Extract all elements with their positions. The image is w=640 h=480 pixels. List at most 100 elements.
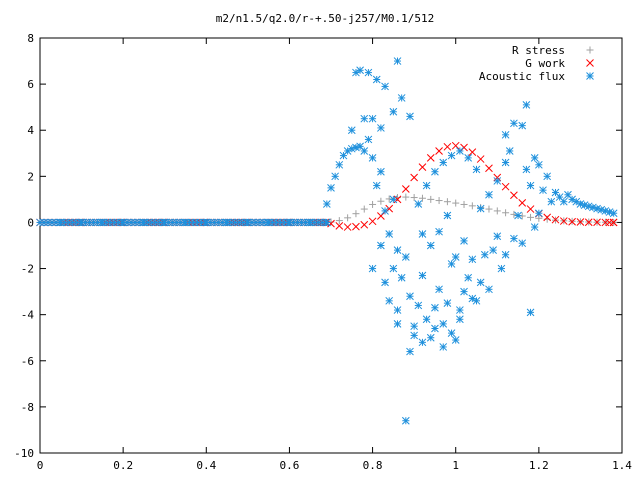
- data-point: [368, 217, 377, 226]
- data-point: [389, 195, 398, 204]
- y-tick-label: 0: [27, 216, 34, 229]
- data-point: [410, 194, 418, 202]
- data-point: [414, 301, 423, 310]
- data-point: [584, 218, 593, 227]
- data-point: [530, 223, 539, 231]
- data-point: [343, 223, 352, 231]
- data-point: [377, 167, 385, 176]
- data-point: [451, 253, 460, 261]
- data-point: [489, 246, 497, 254]
- data-point: [401, 253, 410, 261]
- data-marks: [36, 57, 618, 425]
- legend-marker: [586, 59, 594, 67]
- data-point: [468, 148, 477, 156]
- y-tick-label: -4: [21, 309, 35, 322]
- data-point: [443, 211, 452, 220]
- data-point: [530, 154, 539, 162]
- data-point: [456, 315, 464, 324]
- y-tick-label: 2: [27, 170, 34, 183]
- data-point: [426, 241, 435, 250]
- y-tick-label: 4: [27, 124, 34, 137]
- data-point: [551, 215, 560, 224]
- data-point: [460, 200, 468, 208]
- data-point: [518, 239, 527, 248]
- data-point: [360, 147, 369, 155]
- legend-marker: [586, 46, 594, 54]
- data-point: [447, 151, 456, 160]
- data-point: [527, 213, 535, 221]
- data-point: [414, 200, 423, 208]
- data-point: [422, 315, 431, 324]
- data-point: [418, 338, 427, 347]
- data-point: [385, 296, 394, 305]
- data-point: [360, 114, 369, 123]
- data-point: [535, 209, 543, 218]
- data-point: [543, 172, 552, 181]
- data-point: [431, 324, 439, 333]
- data-point: [335, 222, 344, 230]
- data-point: [452, 199, 460, 207]
- data-point: [422, 181, 431, 190]
- data-point: [485, 190, 493, 199]
- data-point: [510, 191, 518, 200]
- data-point: [385, 230, 394, 238]
- data-point: [426, 154, 435, 162]
- data-point: [480, 250, 489, 259]
- data-point: [593, 218, 601, 227]
- data-point: [472, 165, 481, 174]
- data-point: [381, 82, 389, 91]
- data-point: [393, 320, 402, 328]
- data-point: [369, 200, 377, 208]
- data-point: [352, 210, 360, 218]
- data-point: [439, 158, 448, 167]
- data-point: [406, 112, 414, 121]
- data-point: [410, 322, 418, 331]
- data-point: [335, 160, 344, 169]
- data-point: [522, 101, 531, 109]
- data-point: [406, 292, 414, 301]
- legend-marker: [586, 72, 594, 80]
- data-point: [468, 255, 477, 264]
- data-point: [502, 209, 510, 217]
- data-point: [377, 212, 385, 220]
- data-point: [401, 185, 410, 193]
- data-point: [547, 197, 556, 206]
- data-point: [456, 306, 464, 314]
- data-point: [443, 198, 451, 206]
- y-tick-label: 6: [27, 78, 34, 91]
- data-point: [360, 220, 369, 229]
- data-point: [468, 294, 477, 303]
- data-point: [559, 197, 568, 206]
- legend-label: Acoustic flux: [479, 70, 565, 83]
- data-point: [576, 218, 585, 226]
- data-point: [389, 107, 398, 116]
- data-point: [476, 155, 485, 163]
- data-point: [435, 285, 443, 294]
- data-point: [559, 217, 568, 225]
- x-tick-label: 0.6: [279, 459, 299, 472]
- data-point: [397, 273, 406, 282]
- axes: -10 -8 -6 -4 -2 0 2 4 6 8 0 0.2 0.4 0.6 0.8 1 1.2 1.4: [14, 32, 632, 472]
- legend-label: R stress: [512, 44, 565, 57]
- data-point: [526, 205, 535, 213]
- data-point: [377, 197, 385, 205]
- data-point: [447, 260, 456, 268]
- x-tick-label: 1: [452, 459, 459, 472]
- x-tick-label: 1.4: [612, 459, 632, 472]
- data-point: [393, 57, 402, 65]
- data-point: [410, 331, 418, 340]
- data-point: [397, 94, 406, 102]
- data-point: [327, 184, 335, 192]
- data-point: [418, 271, 427, 280]
- y-tick-label: -8: [21, 401, 34, 414]
- data-point: [543, 213, 552, 222]
- data-point: [510, 234, 518, 243]
- data-point: [460, 287, 468, 296]
- y-tick-label: -6: [21, 355, 34, 368]
- x-tick-label: 0: [37, 459, 44, 472]
- chart-title: m2/n1.5/q2.0/r-+.50-j257/M0.1/512: [216, 12, 435, 25]
- data-point: [501, 250, 510, 259]
- data-point: [501, 158, 510, 167]
